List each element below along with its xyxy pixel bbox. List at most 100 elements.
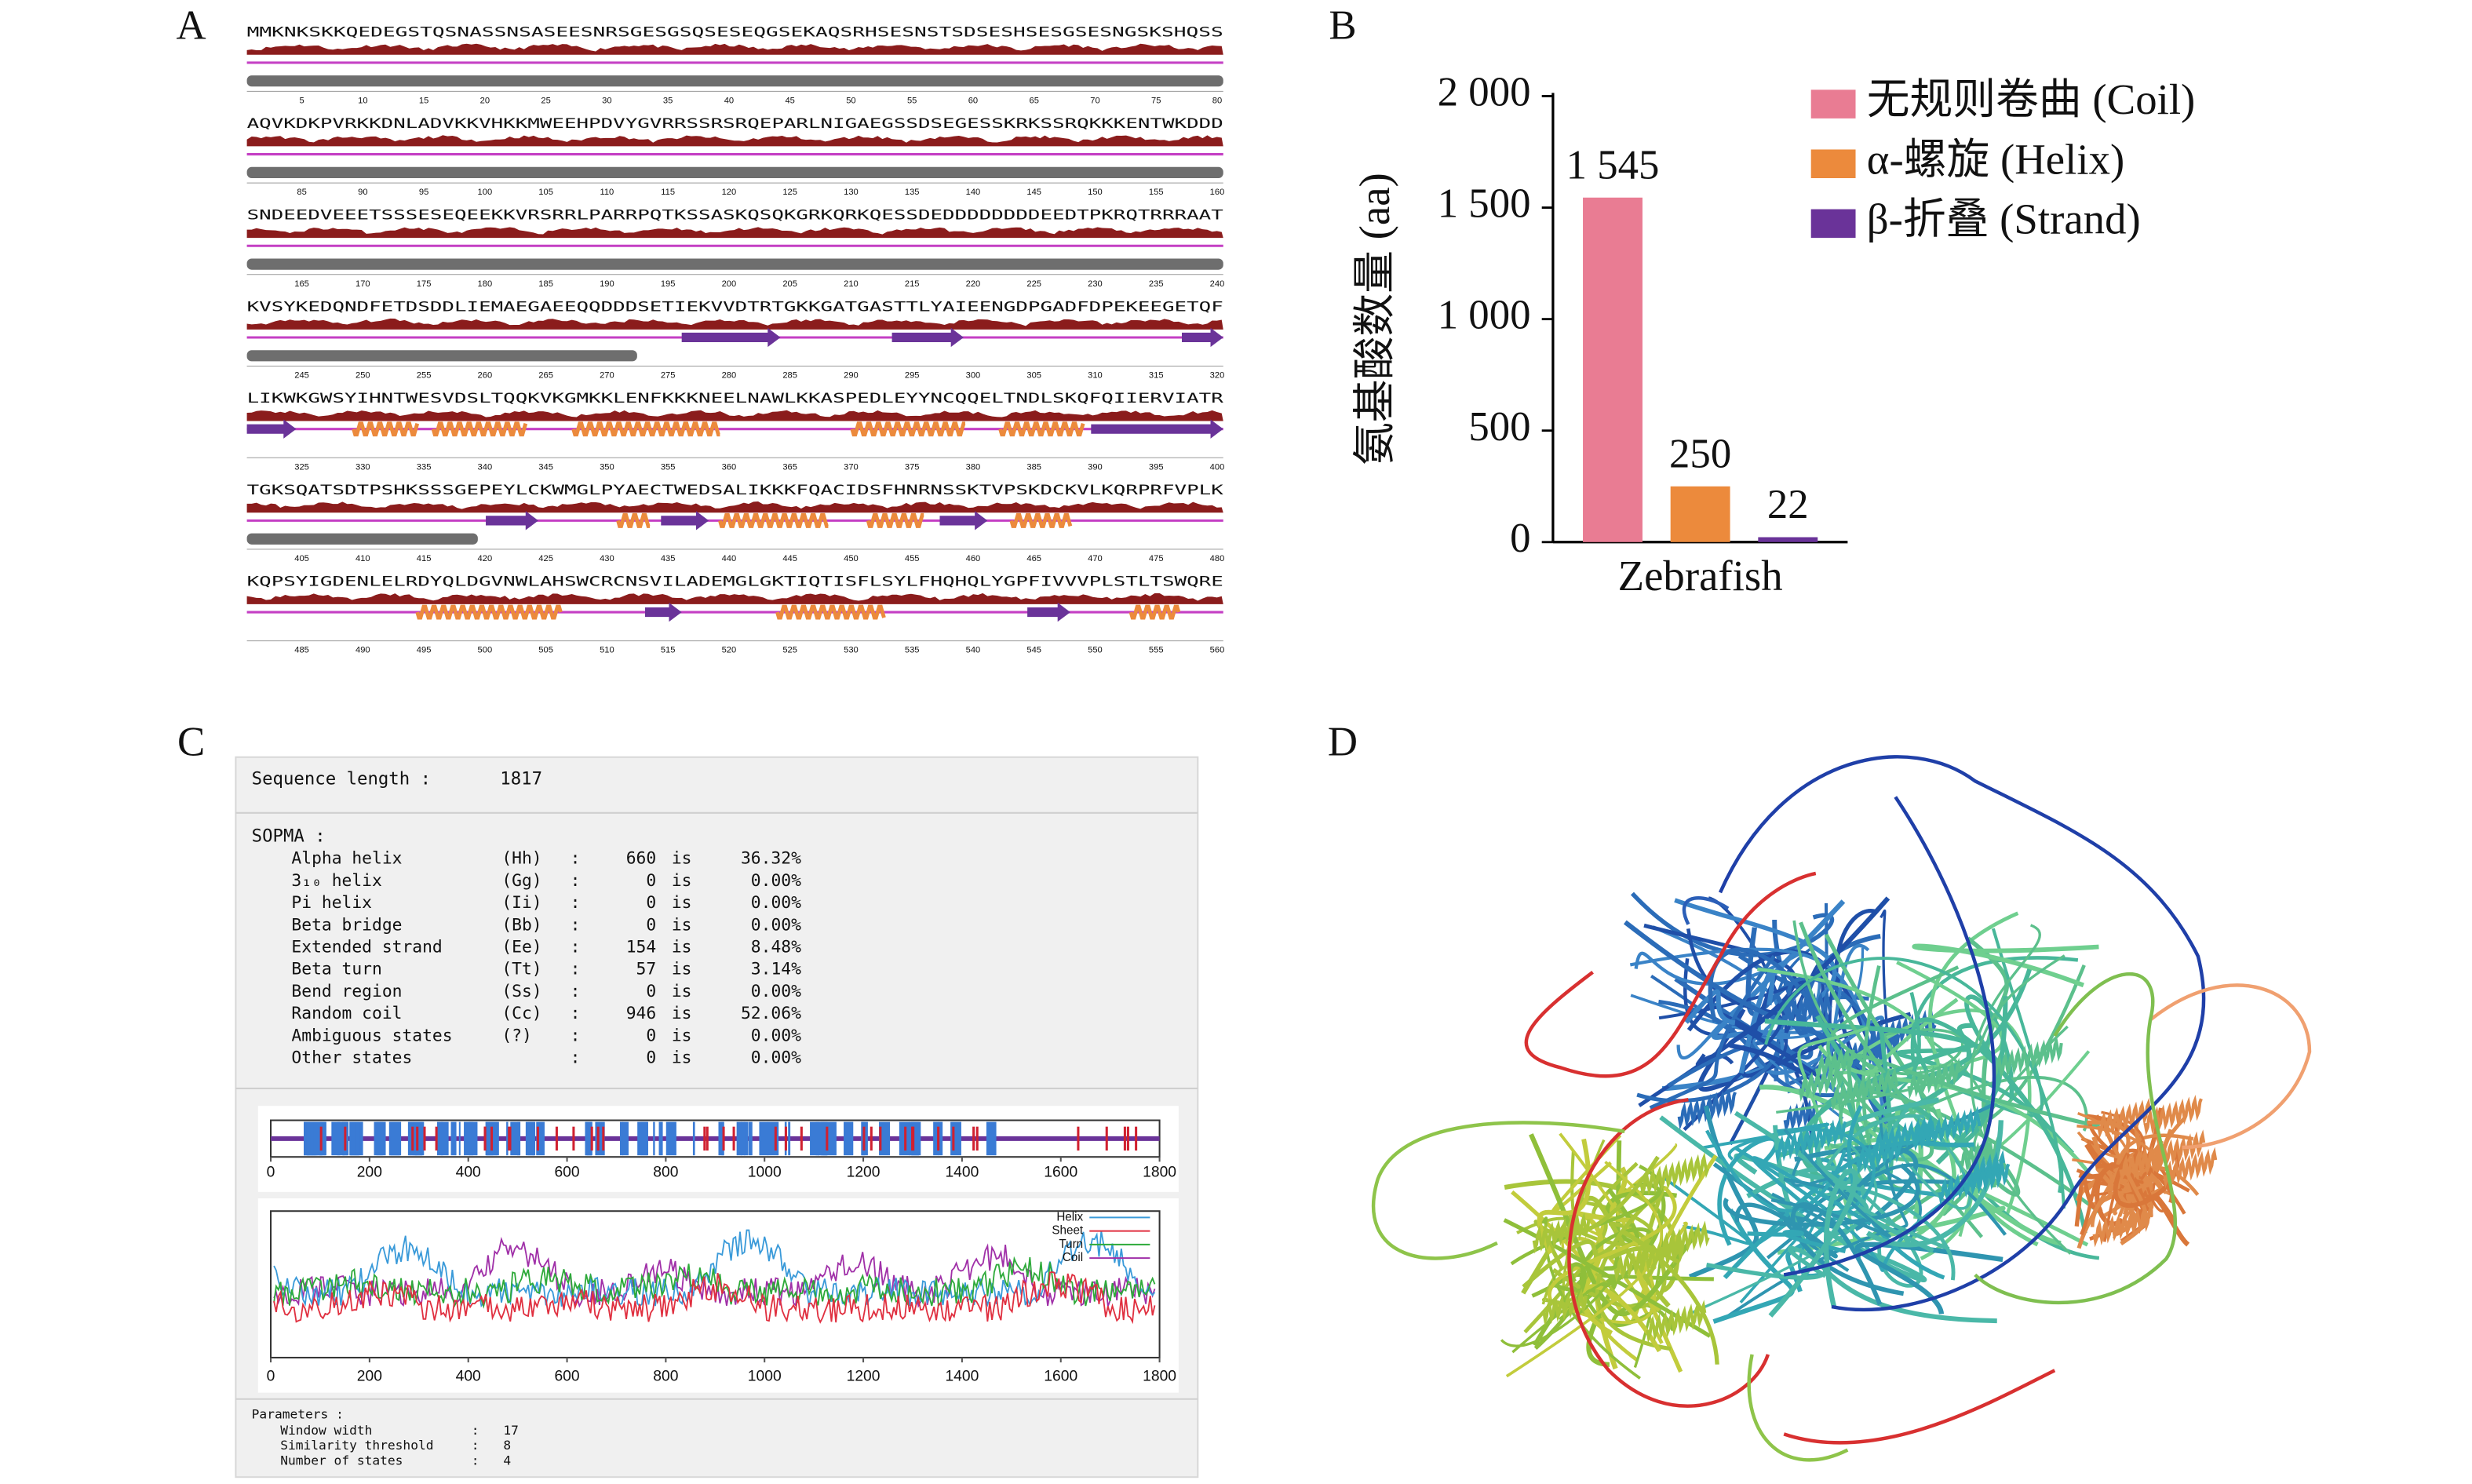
helix-stripe: [748, 1121, 753, 1156]
position-label: 560: [1210, 646, 1225, 655]
position-label: 480: [1210, 554, 1225, 563]
parameters-title: Parameters :: [252, 1407, 344, 1422]
sopma-cell: 0: [646, 893, 656, 913]
method-label: SOPMA :: [252, 826, 326, 847]
ribbon: [1529, 1133, 1700, 1317]
position-label: 200: [722, 279, 737, 289]
position-label: 70: [1090, 97, 1099, 106]
ribbon: [1684, 989, 1736, 1026]
parameter-cell: Similarity threshold: [280, 1438, 433, 1453]
position-label: 45: [785, 97, 794, 106]
position-label: 265: [538, 371, 553, 381]
position-label: 30: [602, 97, 611, 106]
helix-coil: [2131, 1129, 2206, 1177]
strand-stripe: [490, 1126, 494, 1151]
ribbon: [1705, 1129, 1847, 1212]
position-label: 125: [782, 188, 797, 197]
ribbon: [2076, 1131, 2139, 1233]
sopma-cell: 0.00%: [751, 982, 801, 1001]
disorder-profile: [246, 318, 1223, 330]
position-label: 165: [294, 279, 309, 289]
strand-stripe: [423, 1126, 426, 1151]
strand-stripe: [703, 1126, 706, 1151]
sopma-cell: 0.00%: [751, 1026, 801, 1045]
ribbon: [1839, 1090, 2103, 1216]
position-label: 375: [905, 462, 920, 472]
sopma-cell: 8.48%: [751, 938, 801, 957]
helix-stripe: [788, 1121, 791, 1156]
helix-stripe: [494, 1121, 499, 1156]
position-label: 300: [966, 371, 981, 381]
position-label: 425: [538, 554, 553, 563]
profile-legend-label: Helix: [1056, 1210, 1083, 1223]
sopma-cell: :: [571, 960, 581, 979]
position-label: 415: [417, 554, 432, 563]
ribbon: [1847, 1104, 1945, 1280]
position-label: 475: [1149, 554, 1164, 563]
strand-stripe: [555, 1126, 558, 1151]
position-label: 455: [905, 554, 920, 563]
helix-stripe: [390, 1121, 402, 1156]
loop: [1747, 1354, 1849, 1462]
position-label: 290: [844, 371, 859, 381]
position-label: 345: [538, 462, 553, 472]
strand-stripe: [483, 1126, 487, 1151]
helix-stripe: [950, 1121, 961, 1156]
helix-stripe: [844, 1121, 854, 1156]
value-label: 22: [1767, 482, 1809, 527]
ribbon: [1579, 1284, 1662, 1353]
ribbon: [1541, 1297, 1603, 1326]
position-label: 135: [905, 188, 920, 197]
sopma-cell: is: [672, 893, 692, 913]
helix-stripe: [352, 1121, 360, 1156]
ribbon: [2074, 1172, 2103, 1227]
helix-stripe: [743, 1121, 749, 1156]
strand-arrow: [891, 327, 964, 348]
position-label: 195: [661, 279, 676, 289]
profile-line: [273, 1256, 1156, 1309]
sequence: KQPSYIGDENLELRDYQLDGVNWLAHSWCRCNSVILADEM…: [247, 574, 1223, 590]
position-label: 20: [480, 97, 490, 106]
position-label: 85: [297, 188, 306, 197]
ribbon: [1911, 1017, 2087, 1234]
position-label: 115: [661, 188, 675, 197]
sopma-cell: (?): [501, 1026, 531, 1045]
sopma-cell: is: [672, 849, 692, 869]
position-label: 380: [966, 462, 981, 472]
grey-bar: [246, 166, 1223, 179]
position-label: 510: [600, 646, 614, 655]
panel-label: B: [1329, 2, 1356, 48]
sopma-cell: (Ee): [501, 938, 541, 957]
loop: [2149, 983, 2312, 1150]
bar: [1583, 197, 1643, 542]
helix-stripe: [692, 1121, 695, 1156]
ribbon: [1634, 951, 1799, 986]
x-tick-label: 200: [357, 1165, 382, 1181]
position-label: 470: [1088, 554, 1103, 563]
position-label: 385: [1026, 462, 1041, 472]
strand-stripe: [602, 1126, 605, 1151]
sopma-cell: :: [571, 849, 581, 869]
helix-coil: [1970, 1149, 2006, 1186]
helix: [1128, 604, 1181, 620]
position-label: 275: [661, 371, 676, 381]
ribbon: [1839, 1185, 1956, 1281]
sopma-cell: :: [571, 915, 581, 935]
strand-arrow: [1181, 327, 1223, 348]
strand-stripe: [975, 1126, 979, 1151]
helix-coil: [1907, 1057, 1962, 1099]
loop: [1567, 1097, 1770, 1408]
ribbon: [1747, 1229, 1847, 1253]
strand-stripe: [435, 1126, 438, 1151]
helix: [775, 604, 886, 620]
position-label: 280: [722, 371, 737, 381]
sopma-cell: Pi helix: [291, 893, 372, 913]
sopma-cell: (Ii): [501, 893, 541, 913]
position-label: 120: [722, 188, 737, 197]
position-label: 540: [966, 646, 981, 655]
sopma-cell: Extended strand: [291, 938, 442, 957]
position-label: 220: [966, 279, 981, 289]
sopma-cell: is: [672, 1026, 692, 1045]
strand-arrow: [1027, 602, 1070, 622]
value-label: 250: [1669, 431, 1731, 476]
